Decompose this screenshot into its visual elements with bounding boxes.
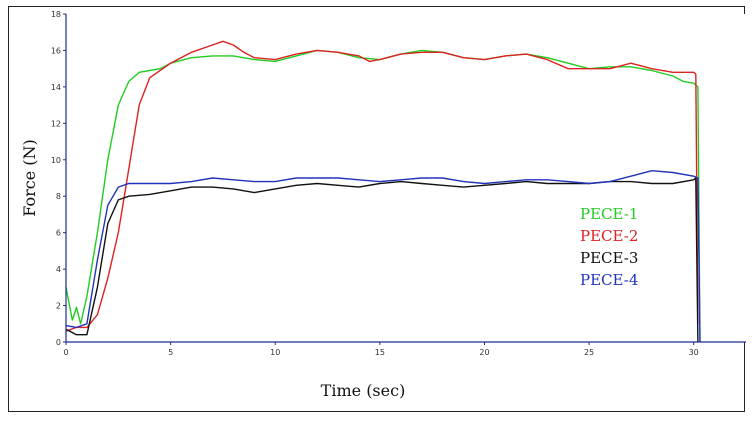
x-ticks: 0 5 10 15 20 25 30: [63, 342, 699, 357]
y-ticks: 0 2 4 6 8 10 12 14 16 18: [51, 10, 66, 347]
legend: PECE-1 PECE-2 PECE-3 PECE-4: [580, 205, 638, 289]
x-tick-label: 10: [270, 348, 280, 357]
y-tick-label: 10: [51, 156, 61, 165]
legend-entry-pece-4: PECE-4: [580, 271, 638, 289]
x-tick-label: 15: [375, 348, 385, 357]
plot-area: [66, 14, 746, 342]
x-tick-label: 0: [63, 348, 68, 357]
x-tick-label: 5: [168, 348, 173, 357]
series-layer: [65, 40, 701, 343]
legend-entry-pece-1: PECE-1: [580, 205, 638, 223]
y-tick-label: 12: [51, 119, 61, 128]
series-line-pece-3: [65, 177, 699, 343]
figure-frame: 0 5 10 15 20 25 30 0 2 4 6 8 10 12 14 16 18 Time (sec) …: [8, 6, 746, 412]
y-tick-label: 6: [56, 229, 61, 238]
series-line-pece-4: [65, 170, 701, 343]
legend-entry-pece-2: PECE-2: [580, 227, 638, 245]
x-axis-title: Time (sec): [321, 381, 406, 400]
legend-entry-pece-3: PECE-3: [580, 249, 638, 267]
y-tick-label: 8: [56, 192, 61, 201]
x-tick-label: 30: [689, 348, 699, 357]
y-axis-title: Force (N): [20, 139, 39, 217]
y-tick-label: 16: [51, 46, 61, 55]
y-tick-label: 2: [56, 302, 61, 311]
x-tick-label: 25: [584, 348, 594, 357]
y-tick-label: 0: [56, 338, 61, 347]
x-tick-label: 20: [479, 348, 489, 357]
series-line-pece-2: [65, 40, 699, 332]
y-tick-label: 18: [51, 10, 61, 19]
y-tick-label: 4: [56, 265, 61, 274]
y-tick-label: 14: [51, 83, 61, 92]
